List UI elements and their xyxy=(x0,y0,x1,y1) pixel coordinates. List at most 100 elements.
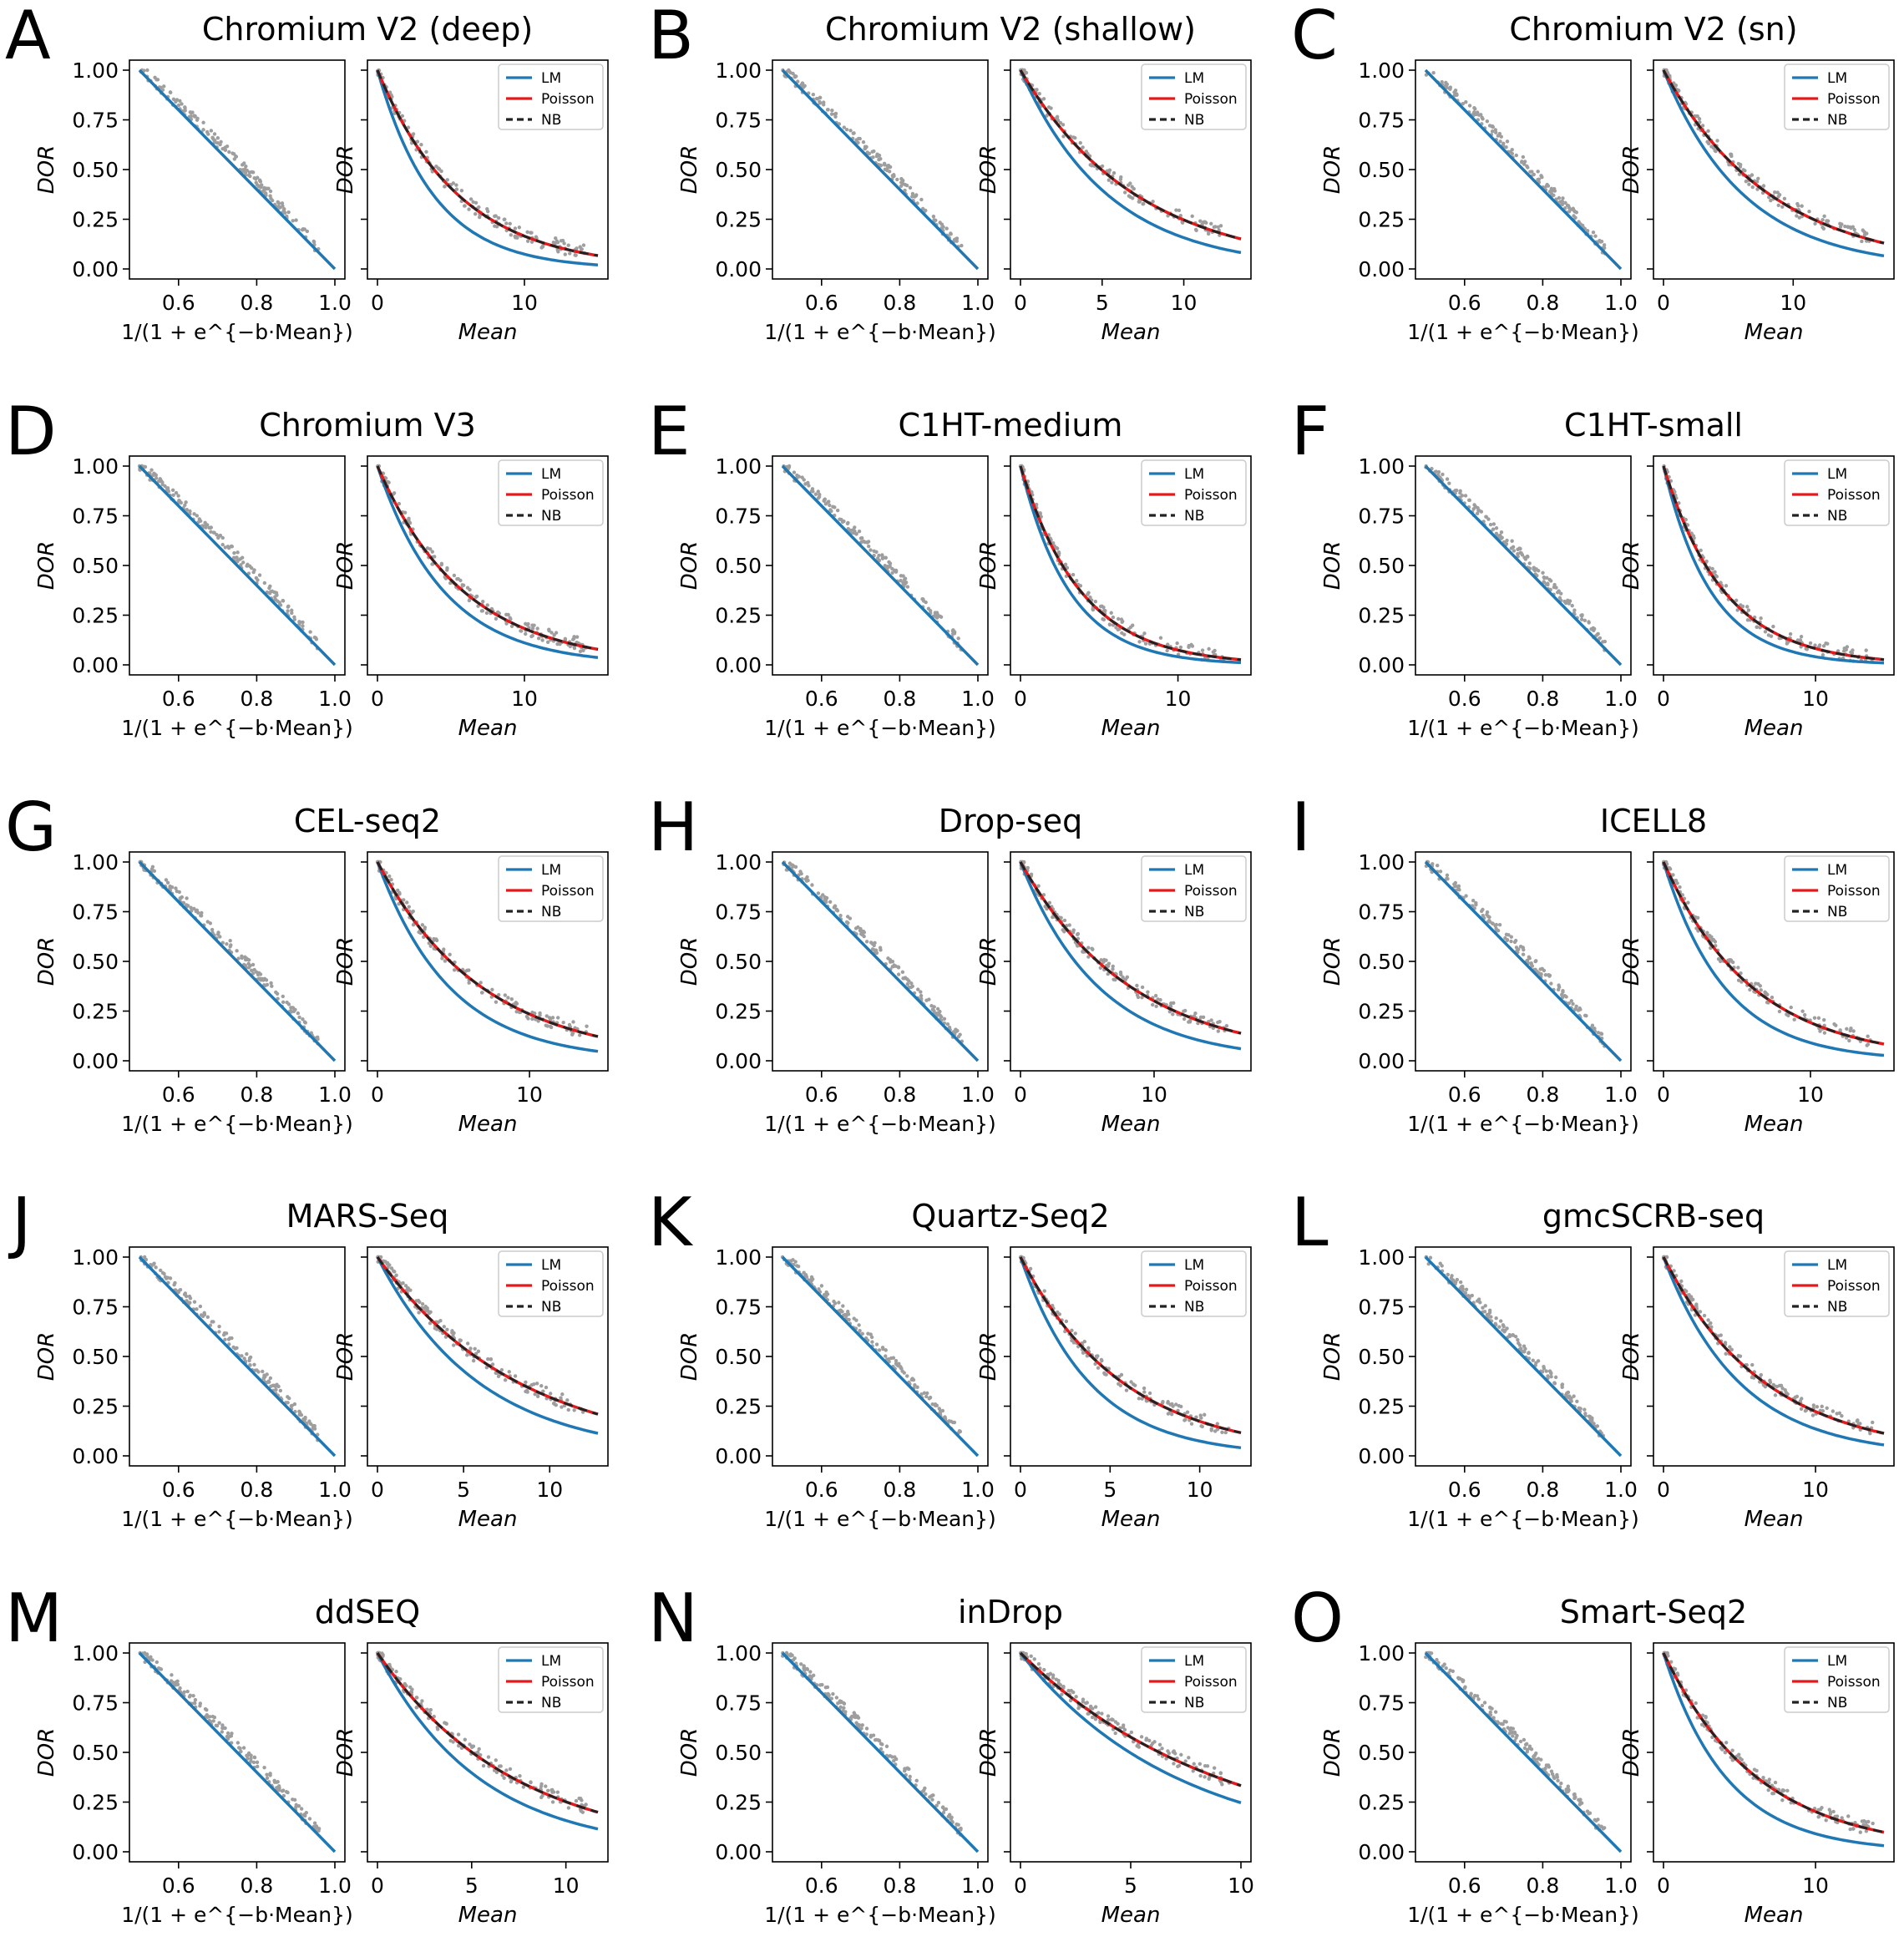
scatter-point xyxy=(225,1731,230,1736)
scatter-point xyxy=(1747,182,1751,186)
legend-lm-label: LM xyxy=(1827,466,1847,483)
scatter-point xyxy=(1704,559,1709,564)
lm-line xyxy=(138,1255,337,1458)
panel-c: C Chromium V2 (sn)0.000.250.500.751.000.6… xyxy=(1291,0,1895,345)
scatter-point xyxy=(1576,1008,1581,1012)
scatter-point xyxy=(810,883,814,887)
scatter-point xyxy=(1743,169,1747,173)
x-tick-label: 0.6 xyxy=(162,687,195,711)
scatter-point xyxy=(265,1776,270,1781)
panel-a: A Chromium V2 (deep)0.000.250.500.751.000… xyxy=(5,0,609,345)
scatter-point xyxy=(927,1397,931,1401)
scatter-point xyxy=(883,564,887,568)
scatter-point xyxy=(251,962,256,967)
scatter-point xyxy=(1474,902,1478,907)
scatter-point xyxy=(1099,1357,1104,1362)
scatter-point xyxy=(508,221,512,226)
scatter-point xyxy=(1562,994,1567,998)
scatter-point xyxy=(273,1384,278,1389)
scatter-point xyxy=(1563,200,1567,205)
x-tick-label: 10 xyxy=(511,687,538,711)
scatter-point xyxy=(397,501,402,506)
scatter-point xyxy=(188,509,192,514)
legend-nb-label: NB xyxy=(1184,1299,1204,1316)
panel-letter: M xyxy=(5,1579,63,1657)
scatter-point xyxy=(1736,966,1740,970)
nb-curve xyxy=(1019,465,1242,662)
scatter-point xyxy=(1556,987,1561,992)
scatter-point xyxy=(1494,1316,1498,1321)
scatter-point xyxy=(1505,938,1510,942)
scatter-point xyxy=(874,1342,879,1346)
scatter-point xyxy=(1431,70,1436,75)
right-y-axis-label: DOR xyxy=(1619,937,1644,986)
legend-lm-label: LM xyxy=(1184,466,1204,483)
scatter-point xyxy=(857,530,862,534)
scatter-point xyxy=(1591,231,1596,235)
scatter-point xyxy=(956,1823,960,1827)
scatter-point xyxy=(183,105,187,109)
scatter-point xyxy=(294,218,298,222)
scatter-point xyxy=(938,221,942,225)
scatter-point xyxy=(485,603,489,607)
panel-title: Chromium V2 (sn) xyxy=(1509,11,1797,48)
scatter-point xyxy=(199,914,204,918)
scatter-point xyxy=(1114,626,1118,630)
scatter-point xyxy=(251,1760,256,1765)
scatter-point xyxy=(486,1755,491,1759)
scatter-point xyxy=(387,874,392,879)
scatter-point xyxy=(170,488,175,493)
scatter-point xyxy=(1777,636,1781,641)
scatter-point xyxy=(1135,983,1139,988)
scatter-point xyxy=(1512,549,1517,553)
scatter-point xyxy=(205,1712,209,1717)
scatter-point xyxy=(1552,582,1557,587)
scatter-point xyxy=(1579,617,1584,621)
y-tick-label: 0.50 xyxy=(715,158,762,182)
scatter-point xyxy=(311,240,316,244)
scatter-point xyxy=(508,1767,513,1772)
scatter-point xyxy=(525,1390,529,1394)
scatter-point xyxy=(400,114,405,119)
scatter-point xyxy=(903,576,908,581)
scatter-point xyxy=(1799,1407,1804,1412)
scatter-point xyxy=(540,638,544,642)
scatter-point xyxy=(436,1727,440,1732)
scatter-point xyxy=(566,1407,570,1412)
scatter-point xyxy=(1445,876,1449,880)
y-tick-label: 1.00 xyxy=(72,58,119,83)
lm-line xyxy=(781,1255,980,1458)
scatter-point xyxy=(1698,1310,1703,1314)
left-y-axis-label: DOR xyxy=(34,1332,59,1382)
legend-poisson-label: Poisson xyxy=(1827,487,1881,504)
scatter-point xyxy=(228,939,232,943)
scatter-point xyxy=(1802,1012,1807,1017)
scatter-point xyxy=(1174,208,1178,212)
scatter-point xyxy=(1821,226,1826,231)
scatter-point xyxy=(897,1361,901,1366)
scatter-point xyxy=(1811,1403,1816,1407)
panel-d: D Chromium V30.000.250.500.751.000.6 0.8 1.… xyxy=(5,393,609,741)
scatter-point xyxy=(1434,469,1438,474)
scatter-point xyxy=(1705,930,1709,935)
scatter-point xyxy=(149,468,154,472)
scatter-point xyxy=(944,1807,949,1812)
scatter-point xyxy=(1494,130,1498,134)
x-tick-label: 0.8 xyxy=(241,291,274,315)
y-tick-label: 0.50 xyxy=(1358,1345,1405,1369)
scatter-point xyxy=(1104,1372,1108,1377)
scatter-point xyxy=(243,167,247,171)
scatter-point xyxy=(1562,599,1567,604)
x-tick-label: 1.0 xyxy=(961,1478,995,1502)
scatter-point xyxy=(277,603,282,607)
scatter-point xyxy=(1081,145,1085,150)
scatter-point xyxy=(1736,978,1741,982)
scatter-point xyxy=(1763,630,1768,634)
scatter-point xyxy=(1216,1020,1220,1025)
x-tick-label: 10 xyxy=(1165,687,1192,711)
scatter-point xyxy=(1073,1331,1077,1336)
scatter-point xyxy=(1463,494,1468,498)
scatter-point xyxy=(383,476,388,480)
